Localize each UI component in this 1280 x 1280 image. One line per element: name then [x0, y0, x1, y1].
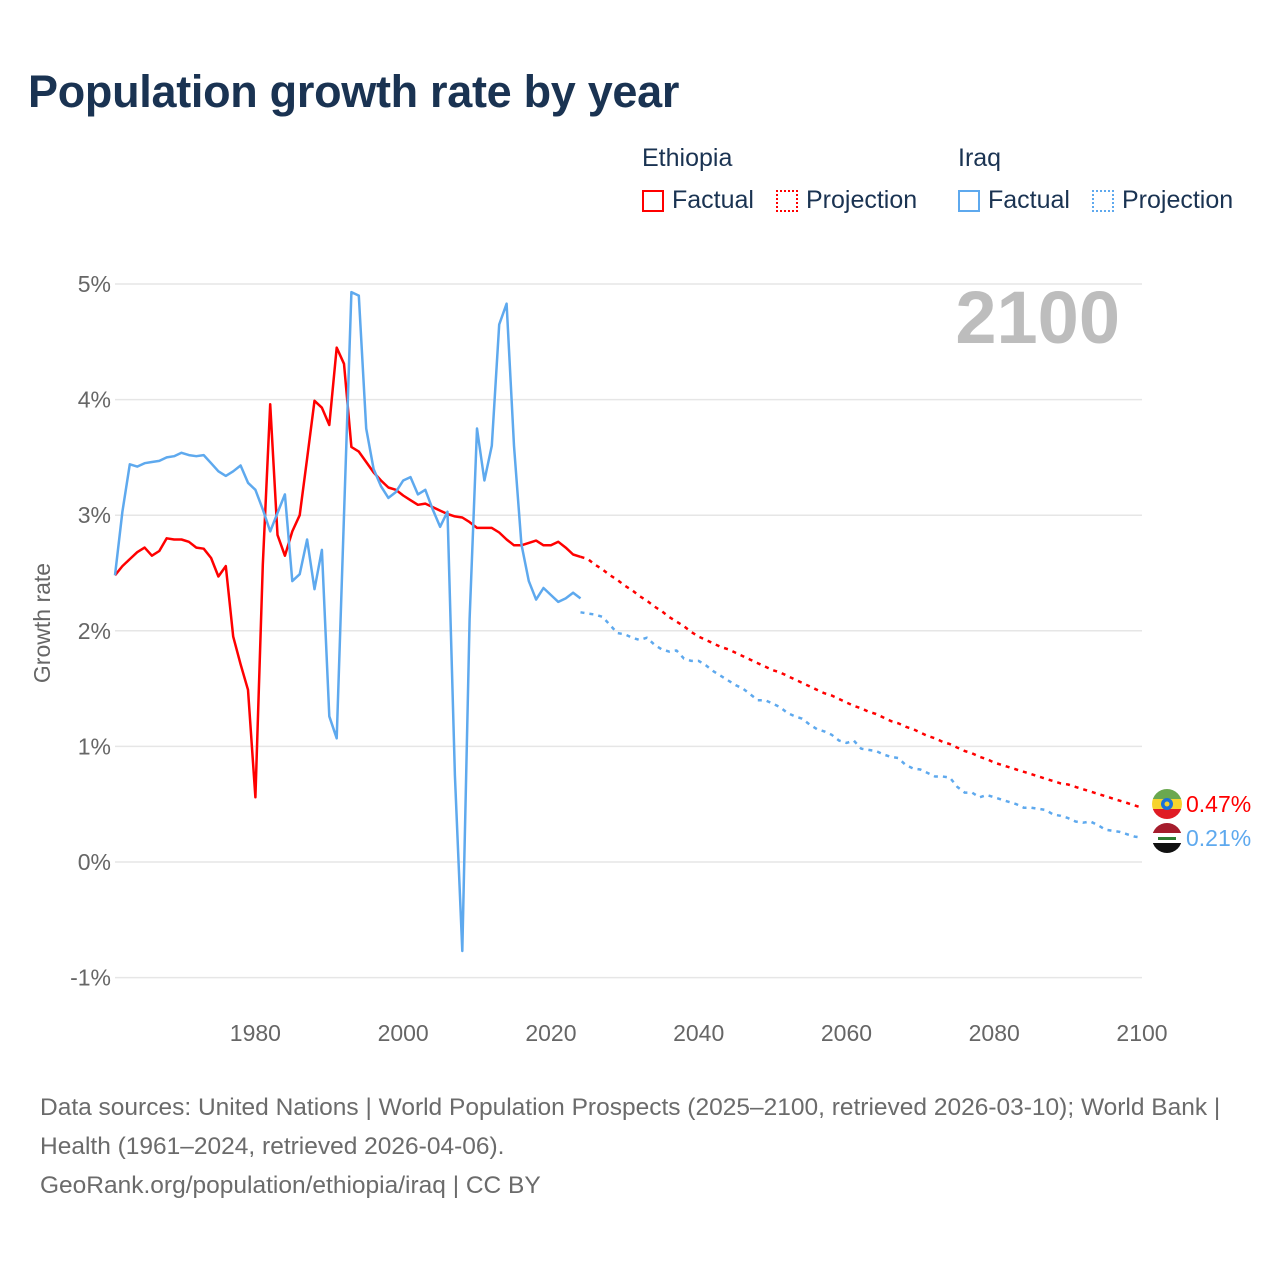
x-tick-label: 2080 [969, 1020, 1020, 1046]
y-tick-label: -1% [70, 965, 111, 991]
y-tick-label: 2% [78, 618, 111, 644]
current-year-label: 2100 [955, 276, 1120, 359]
chart-title: Population growth rate by year [28, 66, 680, 117]
x-tick-label: 2040 [673, 1020, 724, 1046]
legend-ethiopia-projection[interactable]: Projection [776, 186, 917, 215]
y-tick-label: 0% [78, 849, 111, 875]
iraq-flag-icon [1152, 823, 1182, 853]
credit-link[interactable]: GeoRank.org/population/ethiopia/iraq | C… [40, 1172, 541, 1199]
series-lines [113, 290, 1143, 953]
ethiopia-end-value: 0.47% [1186, 791, 1251, 817]
legend-label: Factual [988, 186, 1070, 214]
x-tick-label: 2020 [525, 1020, 576, 1046]
dotted-swatch-icon [776, 189, 798, 212]
iraq-factual-line [113, 290, 582, 953]
y-tick-label: 1% [78, 733, 111, 759]
data-sources: Data sources: United Nations | World Pop… [40, 1094, 1221, 1160]
legend-country-ethiopia: Ethiopia [642, 144, 733, 172]
legend-label: Factual [672, 186, 754, 214]
solid-swatch-icon [958, 189, 980, 212]
ethiopia-flag-icon [1152, 789, 1182, 819]
legend-label: Projection [806, 186, 918, 214]
gridlines [115, 283, 1142, 979]
y-tick-label: 3% [78, 502, 111, 528]
iraq-end-value: 0.21% [1186, 825, 1251, 851]
legend-iraq-factual[interactable]: Factual [958, 186, 1070, 215]
legend-country-iraq: Iraq [958, 144, 1002, 172]
legend-label: Projection [1122, 186, 1234, 214]
legend-iraq-projection[interactable]: Projection [1092, 186, 1233, 215]
y-tick-label: 5% [78, 271, 111, 297]
ethiopia-projection-line [580, 555, 1143, 809]
footer: Data sources: United Nations | World Pop… [40, 1088, 1240, 1205]
legend-ethiopia-factual[interactable]: Factual [642, 186, 754, 215]
solid-swatch-icon [642, 189, 664, 212]
y-tick-label: 4% [78, 387, 111, 413]
dotted-swatch-icon [1092, 189, 1114, 212]
x-tick-label: 1980 [230, 1020, 281, 1046]
iraq-projection-line [580, 611, 1143, 839]
y-axis-label: Growth rate [29, 563, 55, 683]
x-tick-label: 2100 [1116, 1020, 1167, 1046]
x-axis-ticks: 1980 2000 2020 2040 2060 2080 2100 [230, 1020, 1168, 1046]
x-tick-label: 2000 [378, 1020, 429, 1046]
x-tick-label: 2060 [821, 1020, 872, 1046]
y-axis-ticks: 5% 4% 3% 2% 1% 0% -1% [70, 271, 111, 991]
